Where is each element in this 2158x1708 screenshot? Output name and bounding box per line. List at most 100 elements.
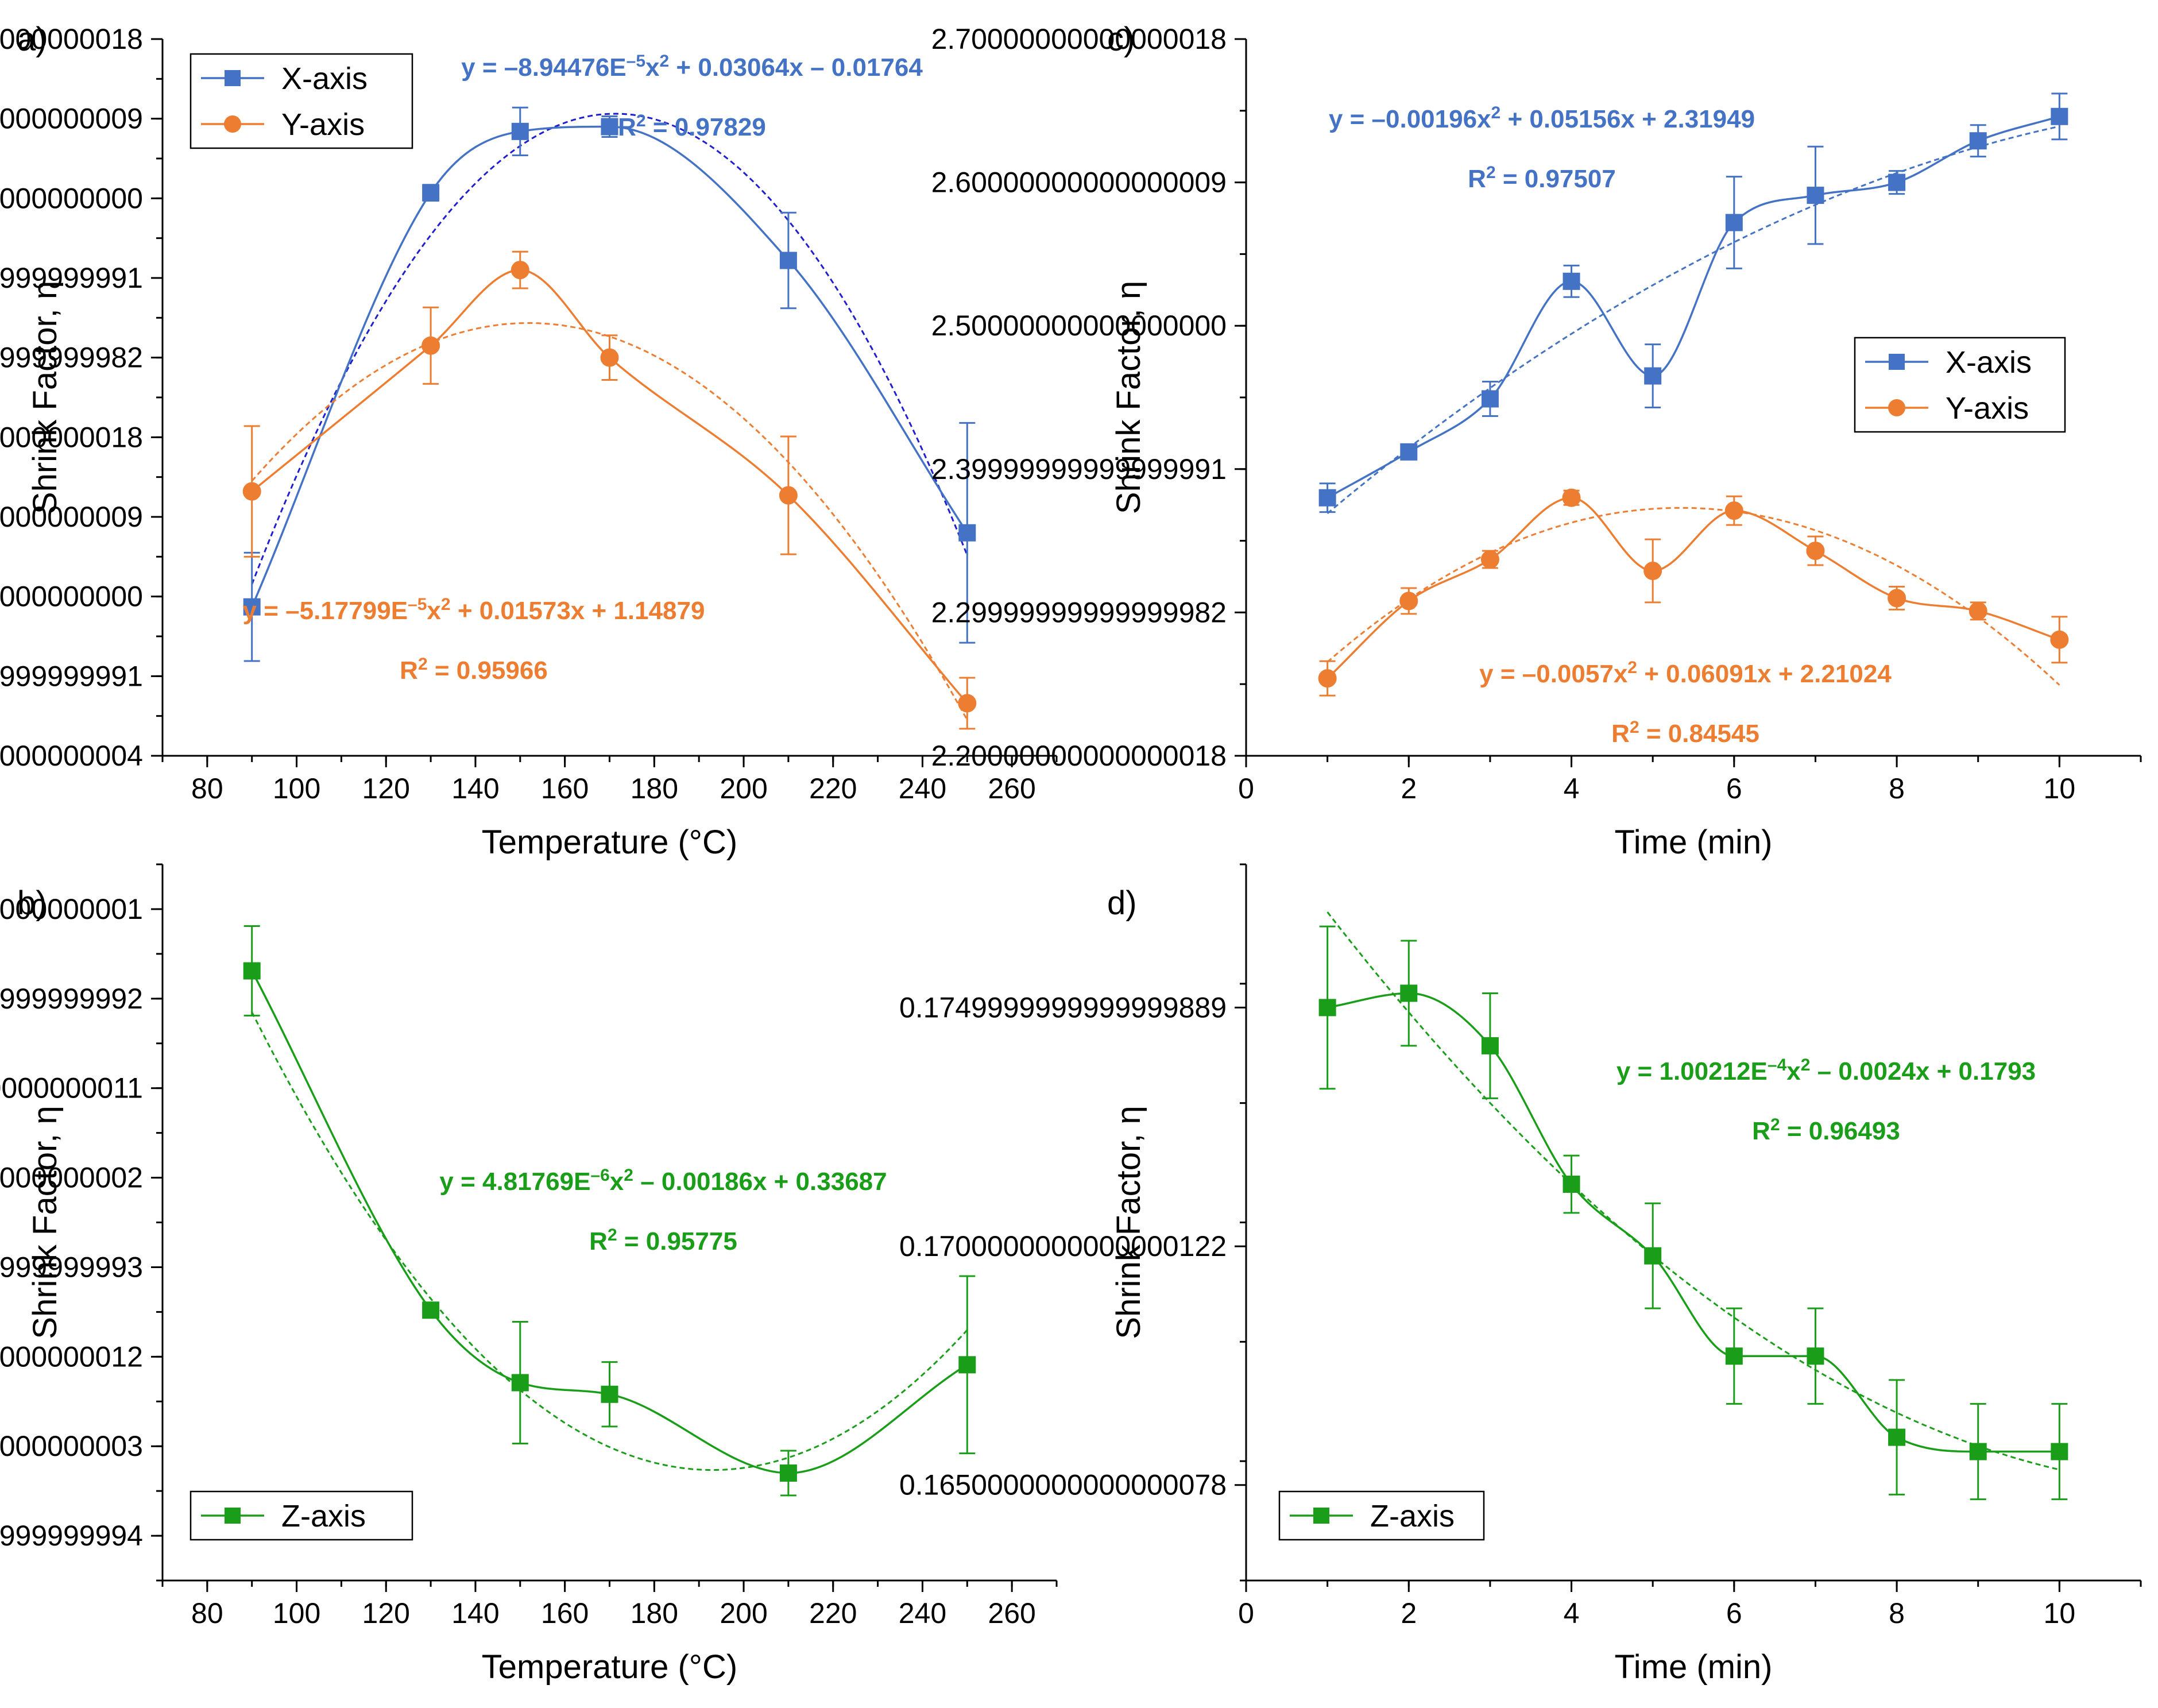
data-point — [1318, 999, 1336, 1017]
legend-marker — [1888, 399, 1905, 416]
data-curve — [251, 269, 968, 704]
x-tick-label: 0 — [1238, 1597, 1254, 1629]
x-tick-label: 160 — [541, 772, 589, 805]
y-axis-title: Shrink Factor, η — [26, 281, 64, 514]
x-tick-label: 2 — [1401, 1597, 1417, 1629]
y-tick-label: 2.60000000000000009 — [931, 167, 1227, 199]
data-point — [779, 486, 798, 505]
data-point — [1480, 550, 1499, 569]
data-point — [779, 252, 797, 269]
legend: X-axis Y-axis — [189, 53, 413, 149]
x-axis-title: Temperature (°C) — [482, 1648, 737, 1686]
data-point — [2050, 630, 2069, 649]
legend-label: X-axis — [1946, 345, 2032, 380]
fit-curve — [1326, 911, 2060, 1471]
y-tick-label: 0.209999999999999992 — [0, 983, 143, 1015]
fit-equation: y = –0.0057x2 + 0.06091x + 2.21024 — [1479, 658, 1892, 689]
fit-equation: y = –0.00196x2 + 0.05156x + 2.31949 — [1329, 103, 1755, 134]
x-tick-label: 200 — [720, 772, 767, 805]
data-point — [1807, 1347, 1824, 1365]
legend-label: Z-axis — [281, 1499, 366, 1533]
data-point — [1563, 272, 1580, 290]
data-point — [1400, 443, 1418, 461]
series-X-axis — [243, 106, 976, 662]
y-tick-label: 2.50000000000000000 — [931, 310, 1227, 342]
data-point — [422, 1301, 440, 1319]
data-curve — [251, 125, 968, 608]
r-squared: R2 = 0.95775 — [589, 1226, 737, 1256]
r-squared: R2 = 0.96493 — [1752, 1115, 1900, 1146]
panel-label: c) — [1107, 21, 1135, 58]
r-squared: R2 = 0.97829 — [618, 111, 766, 142]
data-point — [1562, 488, 1581, 507]
data-point — [1644, 1247, 1662, 1265]
series-Z-axis — [243, 925, 976, 1497]
data-point — [1644, 367, 1662, 385]
data-point — [1888, 173, 1906, 191]
x-tick-label: 0 — [1238, 772, 1254, 805]
y-tick-label: 2.60000000000000009 — [0, 103, 143, 135]
series-Z-axis — [1318, 911, 2068, 1501]
y-tick-label: 0.200000000000000011 — [0, 1072, 143, 1104]
data-curve — [1327, 992, 2060, 1453]
fit-equation: y = –5.17799E–5x2 + 0.01573x + 1.14879 — [243, 595, 705, 625]
x-tick-label: 180 — [631, 772, 678, 805]
data-point — [422, 184, 440, 202]
data-point — [958, 524, 976, 542]
legend-box — [1854, 337, 2066, 433]
data-point — [1888, 589, 1906, 608]
y-tick-label: 2.50000000000000000 — [0, 182, 143, 214]
y-tick-label: 2.39999999999999991 — [0, 262, 143, 294]
y-tick-label: 0.220000000000000001 — [0, 893, 143, 925]
x-tick-label: 100 — [273, 1597, 320, 1629]
data-point — [2051, 107, 2068, 125]
y-tick-label: 0.149999999999999994 — [0, 1520, 143, 1552]
legend-label: X-axis — [281, 61, 368, 96]
legend-label: Y-axis — [1946, 391, 2029, 426]
y-tick-label: 2.10000000000000009 — [0, 501, 143, 533]
y-tick-label: 0.179999999999999993 — [0, 1251, 143, 1283]
legend-marker — [225, 1508, 241, 1524]
legend: Z-axis — [189, 1490, 413, 1541]
data-point — [1969, 132, 1987, 150]
data-point — [1888, 1428, 1906, 1446]
y-tick-label: 2.20000000000000018 — [0, 421, 143, 453]
y-axis-title: Shrink Factor, η — [26, 1106, 64, 1339]
x-tick-label: 6 — [1726, 1597, 1742, 1629]
series-Y-axis — [1318, 488, 2069, 697]
data-point — [1969, 601, 1987, 620]
data-point — [243, 598, 261, 616]
x-tick-label: 140 — [451, 772, 499, 805]
panel-label: a) — [17, 21, 47, 58]
chart-panel-0: a) 80 100 120 140 160 180 200 220 240 260 1.8000000… — [0, 21, 1058, 861]
data-point — [600, 348, 619, 367]
y-tick-label: 2.70000000000000018 — [0, 23, 143, 55]
y-tick-label: 0.160000000000000003 — [0, 1430, 143, 1462]
x-tick-label: 240 — [899, 772, 946, 805]
data-point — [958, 694, 977, 713]
chart-panel-1: b) 80 100 120 140 160 180 200 220 240 260 0.1499999… — [0, 863, 1058, 1686]
x-axis-title: Temperature (°C) — [482, 824, 737, 861]
data-curve — [1326, 496, 2060, 679]
x-tick-label: 10 — [2044, 1597, 2076, 1629]
y-tick-label: 0.1700000000000000122 — [899, 1230, 1227, 1262]
series-X-axis — [1318, 92, 2068, 515]
data-point — [2051, 1443, 2068, 1460]
data-point — [1481, 1037, 1499, 1054]
data-point — [1400, 984, 1418, 1002]
fit-equation: y = 4.81769E–6x2 – 0.00186x + 0.33687 — [439, 1166, 887, 1196]
fit-curve — [1326, 125, 2060, 515]
x-tick-label: 100 — [273, 772, 320, 805]
y-tick-label: 2.39999999999999991 — [931, 453, 1227, 485]
data-point — [1807, 187, 1824, 204]
data-point — [1643, 562, 1662, 581]
y-tick-label: 0.1749999999999999889 — [899, 991, 1227, 1023]
x-tick-label: 240 — [899, 1597, 946, 1629]
fit-curve — [251, 1011, 968, 1471]
x-tick-label: 8 — [1889, 772, 1905, 805]
x-tick-label: 2 — [1401, 772, 1417, 805]
x-tick-label: 200 — [720, 1597, 767, 1629]
y-tick-label: 0.170000000000000012 — [0, 1340, 143, 1373]
